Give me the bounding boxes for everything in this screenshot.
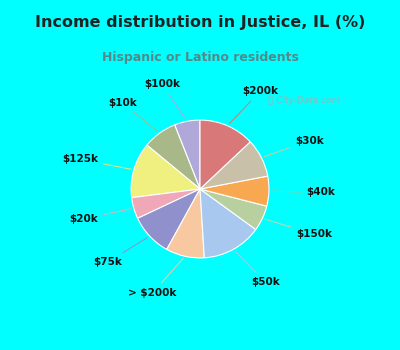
Text: $100k: $100k bbox=[144, 79, 186, 119]
Text: $40k: $40k bbox=[272, 187, 335, 197]
Wedge shape bbox=[147, 125, 200, 189]
Text: $75k: $75k bbox=[94, 238, 147, 267]
Text: $150k: $150k bbox=[265, 219, 332, 239]
Wedge shape bbox=[175, 120, 200, 189]
Wedge shape bbox=[167, 189, 204, 258]
Wedge shape bbox=[131, 145, 200, 198]
Text: $30k: $30k bbox=[264, 136, 324, 157]
Text: Income distribution in Justice, IL (%): Income distribution in Justice, IL (%) bbox=[35, 15, 365, 30]
Wedge shape bbox=[200, 189, 267, 230]
Text: $50k: $50k bbox=[235, 251, 280, 287]
Wedge shape bbox=[200, 176, 269, 206]
Text: $10k: $10k bbox=[109, 98, 157, 132]
Wedge shape bbox=[200, 120, 250, 189]
Text: $20k: $20k bbox=[69, 209, 131, 224]
Wedge shape bbox=[200, 189, 256, 258]
Text: $200k: $200k bbox=[229, 86, 278, 124]
Wedge shape bbox=[200, 142, 268, 189]
Wedge shape bbox=[138, 189, 200, 250]
Text: > $200k: > $200k bbox=[128, 258, 183, 298]
Text: $125k: $125k bbox=[62, 154, 131, 169]
Text: Hispanic or Latino residents: Hispanic or Latino residents bbox=[102, 51, 298, 64]
Wedge shape bbox=[132, 189, 200, 218]
Text: ⓘ City-Data.com: ⓘ City-Data.com bbox=[268, 96, 340, 105]
